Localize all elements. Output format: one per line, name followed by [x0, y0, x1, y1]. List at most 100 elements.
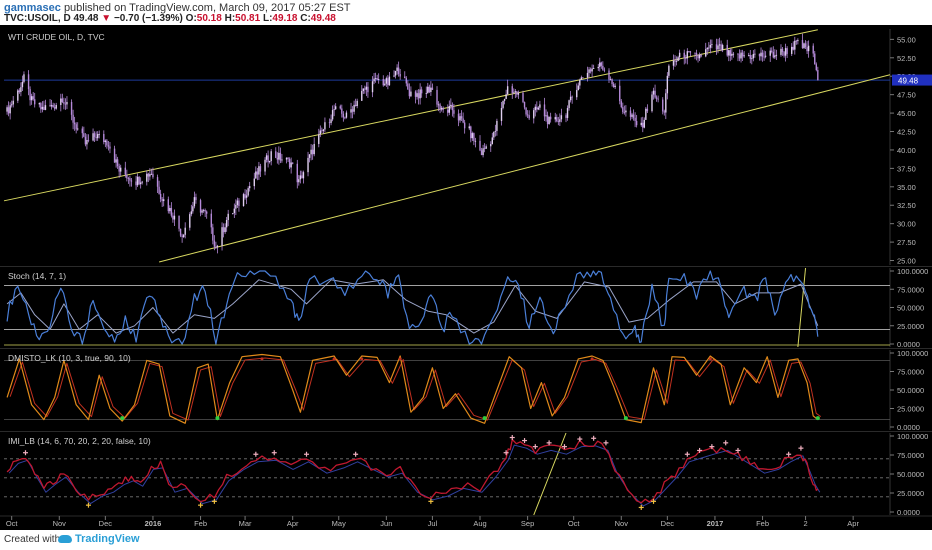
candle-body [313, 143, 315, 155]
imi-signal-marker [85, 502, 91, 508]
candle-body [84, 136, 87, 145]
candle-body [66, 101, 68, 105]
candle-body [333, 109, 335, 111]
candle-body [288, 158, 291, 168]
time-tick-label: 2016 [145, 519, 162, 528]
imi-signal-marker [198, 502, 204, 508]
time-tick-label: Nov [615, 519, 629, 528]
candle-body [258, 166, 260, 175]
candle-body [657, 98, 659, 100]
imi-signal-marker [22, 450, 28, 456]
candle-body [232, 213, 234, 214]
candle-body [106, 140, 108, 146]
candle-body [205, 211, 208, 214]
candle-body [311, 149, 314, 155]
candle-body [341, 108, 343, 114]
candle-body [569, 96, 572, 101]
imi-axis-tick-label: 100.0000 [897, 432, 928, 441]
time-axis[interactable]: Oct Nov Dec 2016 Feb Mar Apr May Jun Jul Aug Sep Oct… [0, 515, 932, 528]
imi-main-line[interactable] [6, 438, 819, 504]
dmi-axis-tick-label: 75.0000 [897, 368, 924, 377]
candle-body [256, 171, 259, 175]
candle-body [729, 50, 732, 56]
stoch-k-line[interactable] [6, 270, 819, 345]
candle-body [192, 206, 194, 212]
candle-body [18, 90, 21, 93]
candle-body [609, 79, 612, 81]
channel-upper-line[interactable] [3, 29, 818, 202]
candle-body [525, 107, 527, 115]
candle-body [52, 105, 54, 108]
stoch-axis-tick-label: 25.0000 [897, 322, 924, 331]
candle-body [732, 53, 735, 55]
candle-body [623, 112, 626, 113]
candle-body [259, 166, 262, 172]
channel-lower-line[interactable] [158, 74, 891, 263]
dmi-pane[interactable]: DMISTO_LK (10, 3, true, 90, 10) 100.0000 7… [0, 348, 932, 433]
tradingview-brand: TradingView [75, 533, 140, 545]
stoch-d-line[interactable] [6, 279, 819, 334]
candle-body [674, 60, 676, 62]
candle-body [491, 137, 493, 145]
candle-body [350, 109, 352, 113]
candle-body [95, 136, 97, 139]
price-axis-tick-label: 37.50 [897, 164, 916, 173]
candle-body [655, 97, 658, 99]
time-tick-label: Feb [194, 519, 207, 528]
candle-body [460, 116, 463, 119]
imi-pane[interactable]: IMI_LB (14, 6, 70, 20, 2, 20, false, 10)… [0, 431, 932, 518]
candle-body [161, 199, 163, 202]
candle-body [384, 83, 386, 86]
chart-area[interactable]: WTI CRUDE OIL, D, TVC55.0052.5050.0047.5… [0, 25, 932, 530]
imi-axis-tick-label: 75.0000 [897, 451, 924, 460]
imi-axis-tick-label: 0.0000 [897, 508, 920, 517]
candle-body [146, 173, 148, 182]
candle-body [743, 55, 745, 57]
tradingview-logo[interactable]: TradingView [58, 533, 140, 545]
symbol-name: TVC:USOIL, D [4, 13, 71, 24]
price-axis-tick-label: 30.00 [897, 220, 916, 229]
candles[interactable] [6, 33, 819, 254]
price-axis-tick-label: 55.00 [897, 35, 916, 44]
imi-signal-marker [735, 447, 741, 453]
candle-body [792, 46, 794, 50]
stoch-axis-tick-label: 0.0000 [897, 340, 920, 349]
candle-body [447, 109, 449, 113]
candle-body [591, 68, 593, 72]
candle-body [554, 117, 556, 120]
candle-body [253, 178, 255, 187]
candle-body [29, 89, 31, 101]
candle-body [620, 101, 622, 108]
candle-body [75, 124, 77, 130]
candle-body [23, 74, 25, 82]
time-tick-label: Dec [99, 519, 113, 528]
candle-body [385, 78, 388, 84]
candle-body [331, 110, 334, 120]
candle-body [276, 157, 279, 160]
candle-body [86, 140, 88, 145]
time-tick-label: Mar [239, 519, 252, 528]
price-axis-tick-label: 35.00 [897, 183, 916, 192]
stoch-pane[interactable]: Stoch (14, 7, 1) 100.0000 75.0000 50.0000 25… [0, 266, 932, 350]
candle-body [654, 90, 656, 98]
author-link[interactable]: gammasec [4, 2, 61, 14]
candle-body [365, 86, 368, 90]
time-tick-label: Dec [661, 519, 675, 528]
candle-body [150, 173, 153, 175]
candle-body [685, 58, 687, 60]
chart-canvas[interactable]: WTI CRUDE OIL, D, TVC55.0052.5050.0047.5… [0, 25, 932, 530]
candle-body [127, 178, 130, 179]
candle-body [786, 48, 788, 54]
candle-body [801, 39, 804, 48]
candle-body [115, 159, 117, 163]
last-price: 49.48 [73, 13, 99, 24]
candle-body [130, 180, 133, 182]
candle-body [783, 52, 785, 56]
price-pane[interactable]: WTI CRUDE OIL, D, TVC55.0052.5050.0047.5… [3, 29, 932, 266]
candle-body [215, 246, 217, 248]
candle-body [49, 105, 51, 107]
dmi-main-line[interactable] [6, 353, 819, 424]
candle-body [63, 102, 65, 104]
candle-body [557, 121, 560, 123]
dmi-signal-line[interactable] [9, 357, 822, 421]
